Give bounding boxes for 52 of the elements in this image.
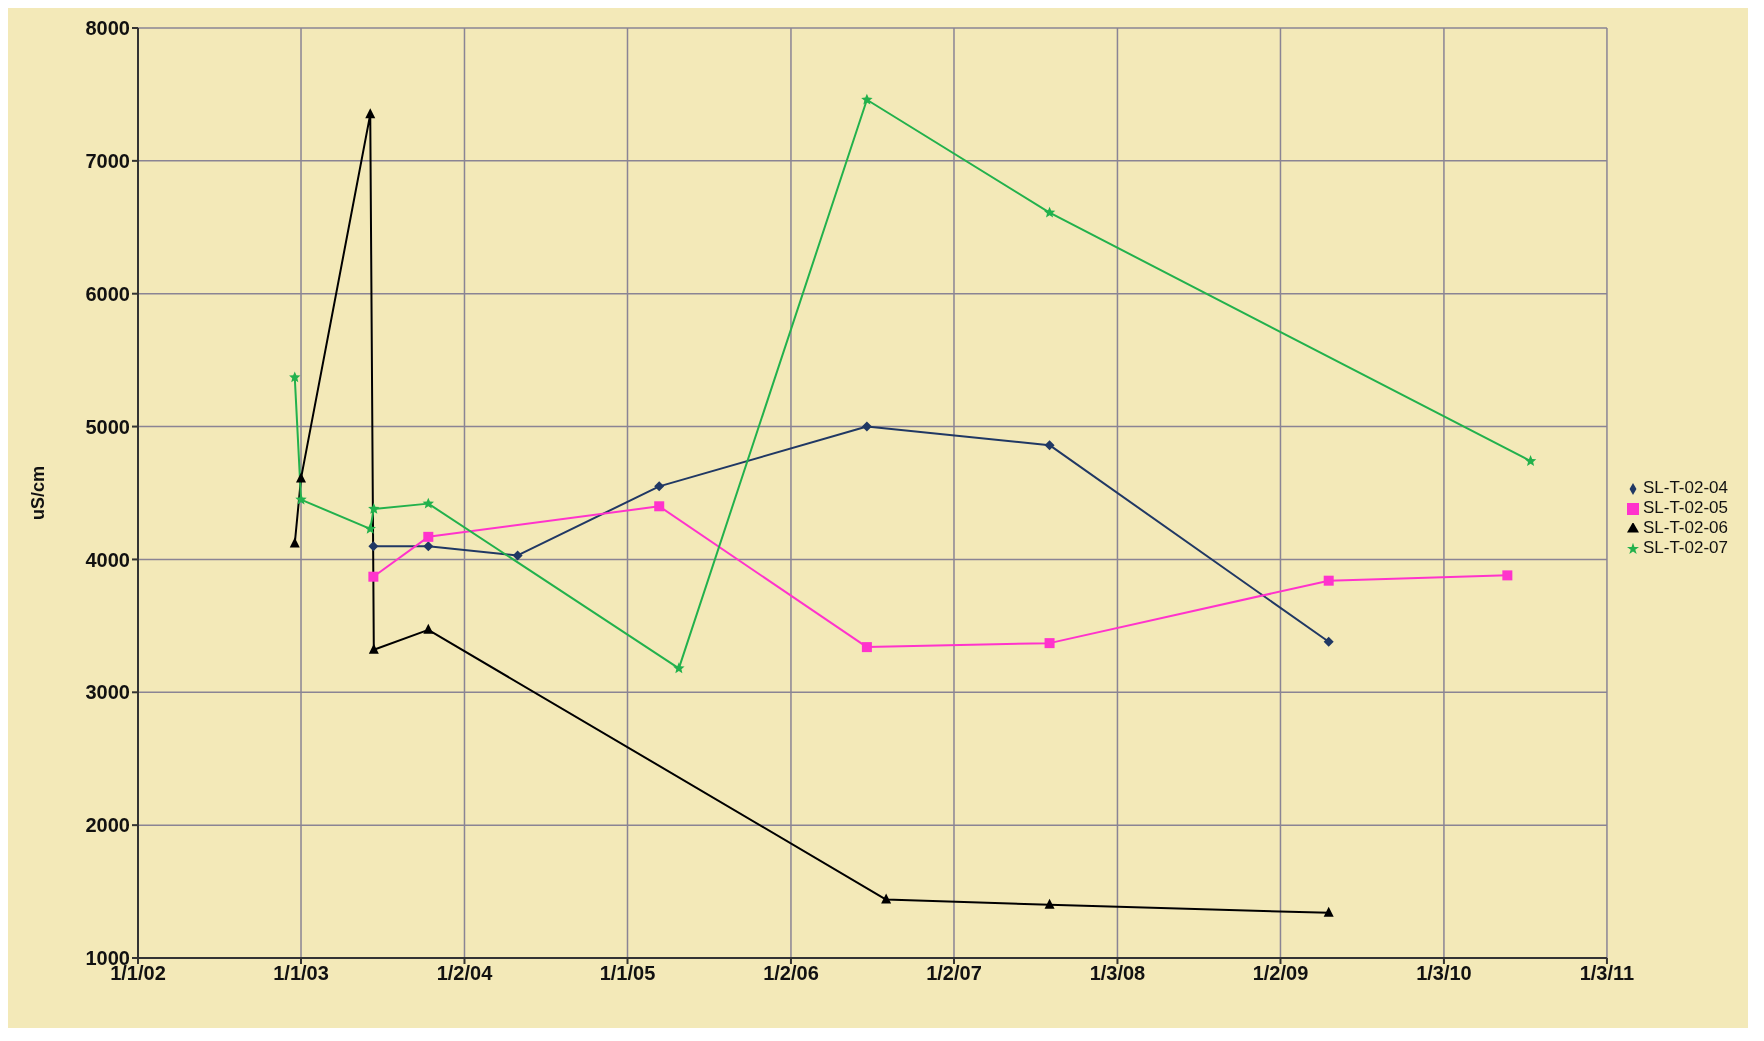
point	[364, 522, 376, 534]
x-tick-label: 1/1/03	[273, 962, 329, 985]
point	[296, 472, 307, 483]
point	[673, 662, 685, 674]
y-tick-label: 2000	[85, 814, 130, 837]
point	[881, 893, 892, 904]
legend-label: SL-T-02-04	[1642, 478, 1728, 497]
x-tick-label: 1/2/06	[763, 962, 819, 985]
point	[289, 371, 301, 383]
point	[1524, 455, 1537, 466]
point	[861, 642, 872, 653]
x-tick-label: 1/2/07	[926, 962, 982, 985]
legend-label: SL-T-02-07	[1642, 538, 1728, 557]
legend-label: SL-T-02-06	[1642, 518, 1728, 537]
y-axis-title: uS/cm	[28, 465, 49, 521]
point	[295, 493, 307, 505]
point	[1323, 636, 1334, 647]
point	[654, 481, 665, 492]
point	[422, 497, 435, 509]
point	[423, 531, 434, 542]
x-tick-label: 1/3/10	[1416, 962, 1472, 985]
point	[1502, 570, 1513, 581]
point	[368, 502, 380, 514]
point	[1044, 638, 1055, 649]
point	[654, 501, 665, 512]
point	[1043, 206, 1056, 218]
point	[423, 623, 434, 634]
x-tick-label: 1/3/11	[1579, 962, 1635, 985]
point	[289, 537, 300, 548]
point	[1323, 906, 1334, 917]
point	[368, 571, 379, 582]
point	[423, 541, 434, 552]
point	[368, 643, 379, 654]
y-tick-label: 4000	[85, 548, 130, 571]
legend-label: SL-T-02-05	[1642, 498, 1728, 517]
point	[1044, 898, 1055, 909]
x-tick-label: 1/3/08	[1089, 962, 1146, 985]
x-tick-label: 1/2/09	[1252, 962, 1309, 985]
point	[512, 550, 523, 561]
y-tick-label: 8000	[85, 17, 130, 40]
point	[861, 421, 872, 432]
y-tick-label: 3000	[85, 681, 130, 704]
y-tick-label: 7000	[85, 149, 130, 172]
x-tick-label: 1/1/05	[599, 962, 656, 985]
point	[365, 108, 376, 119]
point	[861, 93, 873, 105]
point	[1044, 440, 1055, 451]
x-tick-label: 1/2/04	[436, 962, 494, 985]
point	[1323, 575, 1334, 586]
y-tick-label: 6000	[85, 282, 130, 305]
y-tick-label: 5000	[85, 415, 130, 438]
point	[368, 541, 379, 552]
